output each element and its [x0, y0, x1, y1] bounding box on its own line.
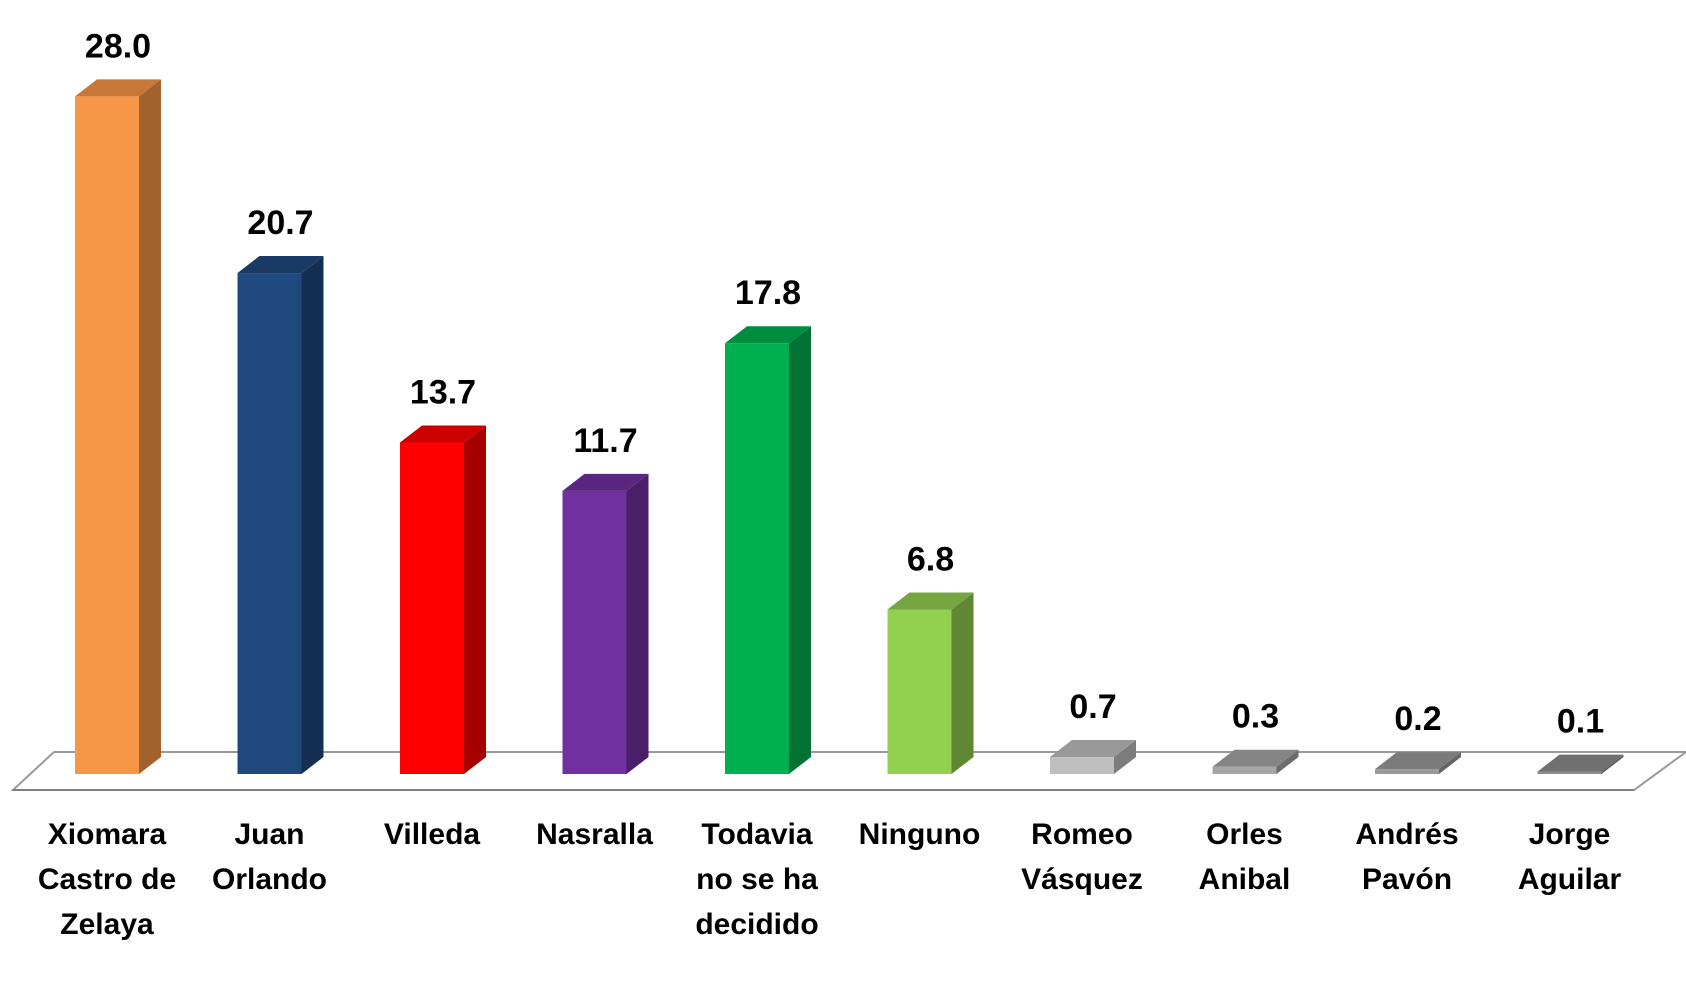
x-tick-label: Ninguno	[850, 812, 990, 857]
bar-side	[789, 326, 811, 774]
value-label: 0.7	[1069, 688, 1116, 726]
x-tick-label: Andrés Pavón	[1337, 812, 1477, 902]
value-label: 13.7	[410, 373, 476, 411]
bar	[400, 442, 464, 774]
bar	[238, 273, 302, 774]
bar	[1050, 757, 1114, 774]
bar	[725, 343, 789, 774]
page: {"chart_data": {"type": "bar3d", "catego…	[0, 0, 1686, 990]
bar-side	[952, 592, 974, 774]
x-tick-label: Jorge Aguilar	[1500, 812, 1640, 902]
value-label: 0.2	[1394, 700, 1441, 738]
value-label: 0.1	[1557, 703, 1604, 741]
bar	[1375, 769, 1439, 774]
bar	[563, 491, 627, 774]
value-label: 20.7	[247, 204, 313, 242]
bar	[75, 96, 139, 774]
bar-side	[302, 256, 324, 774]
value-label: 11.7	[573, 422, 637, 460]
x-tick-label: Orles Anibal	[1175, 812, 1315, 902]
x-tick-label: Nasralla	[525, 812, 665, 857]
x-tick-label: Xiomara Castro de Zelaya	[37, 812, 177, 947]
value-label: 0.3	[1232, 698, 1279, 736]
bar	[1538, 772, 1602, 774]
x-tick-label: Villeda	[362, 812, 502, 857]
bar-side	[464, 425, 486, 774]
x-tick-label: Juan Orlando	[200, 812, 340, 902]
bar	[888, 609, 952, 774]
value-label: 28.0	[85, 27, 151, 65]
bar-side	[139, 79, 161, 774]
value-label: 17.8	[735, 274, 801, 312]
x-tick-label: Romeo Vásquez	[1012, 812, 1152, 902]
x-tick-label: Todavia no se ha decidido	[687, 812, 827, 947]
value-label: 6.8	[907, 540, 954, 578]
bar	[1213, 767, 1277, 774]
bar-side	[627, 474, 649, 774]
